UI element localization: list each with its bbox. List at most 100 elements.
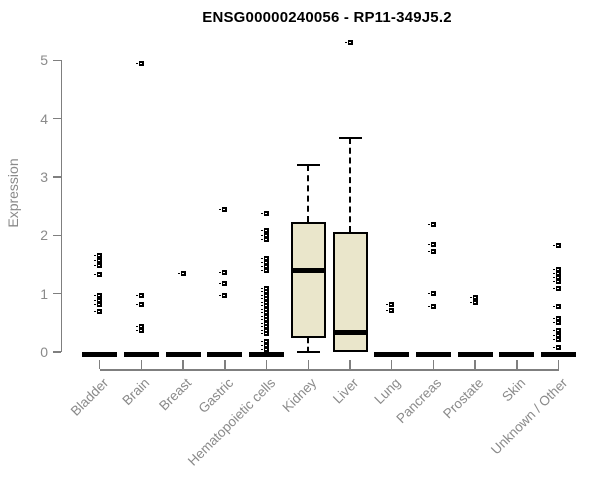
y-axis-tick xyxy=(52,234,61,237)
lower-whisker-kidney xyxy=(307,337,310,352)
x-axis-tick xyxy=(307,360,310,369)
x-axis-tick xyxy=(140,360,143,369)
x-axis-tick xyxy=(349,360,351,369)
outlier-point-unknown-other xyxy=(553,320,562,326)
outlier-point-unknown-other xyxy=(553,315,562,321)
y-axis-tick xyxy=(52,59,61,62)
zero-median-bar-pancreas xyxy=(415,351,451,357)
upper-whisker-cap-kidney xyxy=(296,164,320,167)
outlier-point-hematopoietic-cells xyxy=(261,285,270,291)
y-axis-tick xyxy=(52,351,61,353)
outlier-point-bladder xyxy=(94,262,103,268)
chart-title: ENSG00000240056 - RP11-349J5.2 xyxy=(202,9,452,26)
y-axis-tick xyxy=(52,117,61,120)
zero-median-bar-lung xyxy=(374,351,410,357)
outlier-point-unknown-other xyxy=(553,303,562,309)
y-tick-label: 4 xyxy=(40,110,48,127)
upper-whisker-cap-liver xyxy=(338,136,362,139)
outlier-point-hematopoietic-cells xyxy=(261,303,270,309)
outlier-point-breast xyxy=(177,271,186,277)
outlier-point-brain xyxy=(135,302,144,308)
box-kidney xyxy=(290,222,326,338)
zero-median-bar-breast xyxy=(165,351,201,357)
outlier-point-unknown-other xyxy=(553,278,562,284)
outlier-point-gastric xyxy=(219,207,228,213)
outlier-point-hematopoietic-cells xyxy=(261,289,270,295)
outlier-point-hematopoietic-cells xyxy=(261,236,270,242)
outlier-point-pancreas xyxy=(427,249,436,255)
outlier-point-hematopoietic-cells xyxy=(261,327,270,333)
zero-median-bar-bladder xyxy=(82,351,118,357)
outlier-point-prostate xyxy=(469,295,478,301)
outlier-point-unknown-other xyxy=(553,336,562,342)
y-tick-label: 2 xyxy=(40,227,48,244)
upper-whisker-kidney xyxy=(307,165,310,223)
x-axis-tick xyxy=(516,360,518,369)
outlier-point-unknown-other xyxy=(553,243,562,249)
x-axis-tick xyxy=(182,360,184,369)
outlier-point-pancreas xyxy=(427,241,436,247)
outlier-point-hematopoietic-cells xyxy=(261,299,270,305)
x-axis-tick xyxy=(557,360,560,369)
x-axis-tick xyxy=(98,360,101,369)
x-axis-tick xyxy=(265,360,268,369)
y-tick-label: 3 xyxy=(40,168,48,185)
x-axis-tick xyxy=(474,360,476,369)
outlier-point-bladder xyxy=(94,272,103,278)
y-tick-label: 1 xyxy=(40,285,48,302)
outlier-point-bladder xyxy=(94,301,103,307)
x-axis-line xyxy=(99,369,559,371)
outlier-point-lung xyxy=(386,308,395,314)
zero-median-bar-brain xyxy=(123,351,159,357)
outlier-point-liver xyxy=(344,40,353,46)
outlier-point-hematopoietic-cells xyxy=(261,292,270,298)
x-axis-tick xyxy=(390,360,393,369)
outlier-point-hematopoietic-cells xyxy=(261,320,270,326)
y-axis-tick xyxy=(52,292,61,295)
outlier-point-brain xyxy=(135,324,144,330)
outlier-point-bladder xyxy=(94,309,103,315)
outlier-point-bladder xyxy=(94,257,103,263)
outlier-point-bladder xyxy=(94,253,103,259)
outlier-point-hematopoietic-cells xyxy=(261,296,270,302)
outlier-point-unknown-other xyxy=(553,328,562,334)
outlier-point-hematopoietic-cells xyxy=(261,324,270,330)
outlier-point-bladder xyxy=(94,297,103,303)
outlier-point-hematopoietic-cells xyxy=(261,264,270,270)
outlier-point-hematopoietic-cells xyxy=(261,313,270,319)
outlier-point-unknown-other xyxy=(553,332,562,338)
outlier-point-pancreas xyxy=(427,303,436,309)
lower-whisker-cap-kidney xyxy=(296,351,320,353)
outlier-point-bladder xyxy=(94,292,103,298)
outlier-point-unknown-other xyxy=(553,266,562,272)
outlier-point-hematopoietic-cells xyxy=(261,343,270,349)
median-line-liver xyxy=(334,330,366,336)
x-axis-tick xyxy=(224,360,226,369)
outlier-point-hematopoietic-cells xyxy=(261,306,270,312)
outlier-point-pancreas xyxy=(427,290,436,296)
y-axis-tick xyxy=(52,176,61,178)
y-axis-line xyxy=(60,60,62,352)
outlier-point-pancreas xyxy=(427,222,436,228)
outlier-point-unknown-other xyxy=(553,285,562,291)
outlier-point-hematopoietic-cells xyxy=(261,317,270,323)
outlier-point-hematopoietic-cells xyxy=(261,210,270,216)
x-axis-tick xyxy=(432,360,435,369)
outlier-point-hematopoietic-cells xyxy=(261,255,270,261)
zero-median-bar-gastric xyxy=(207,351,243,357)
outlier-point-hematopoietic-cells xyxy=(261,347,270,353)
outlier-point-hematopoietic-cells xyxy=(261,232,270,238)
outlier-point-gastric xyxy=(219,270,228,276)
outlier-point-unknown-other xyxy=(553,275,562,281)
outlier-point-gastric xyxy=(219,293,228,299)
y-tick-label: 5 xyxy=(40,52,48,69)
outlier-point-hematopoietic-cells xyxy=(261,268,270,274)
outlier-point-unknown-other xyxy=(553,345,562,351)
y-tick-label: 0 xyxy=(40,344,48,360)
zero-median-bar-skin xyxy=(499,351,535,357)
outlier-point-hematopoietic-cells xyxy=(261,331,270,337)
median-line-kidney xyxy=(292,267,324,273)
outlier-point-lung xyxy=(386,301,395,307)
